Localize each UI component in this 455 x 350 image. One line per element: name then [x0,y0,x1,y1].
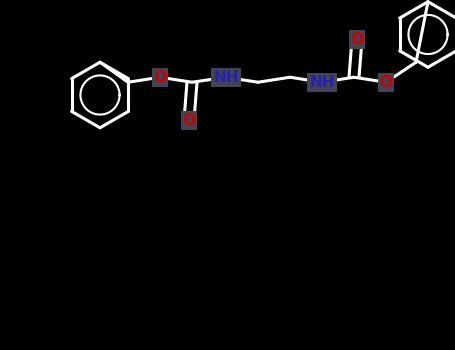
Text: O: O [379,75,393,90]
Text: O: O [350,32,364,47]
Text: NH: NH [213,70,239,85]
Text: O: O [182,113,196,128]
Text: NH: NH [309,75,335,90]
Text: O: O [153,70,167,85]
